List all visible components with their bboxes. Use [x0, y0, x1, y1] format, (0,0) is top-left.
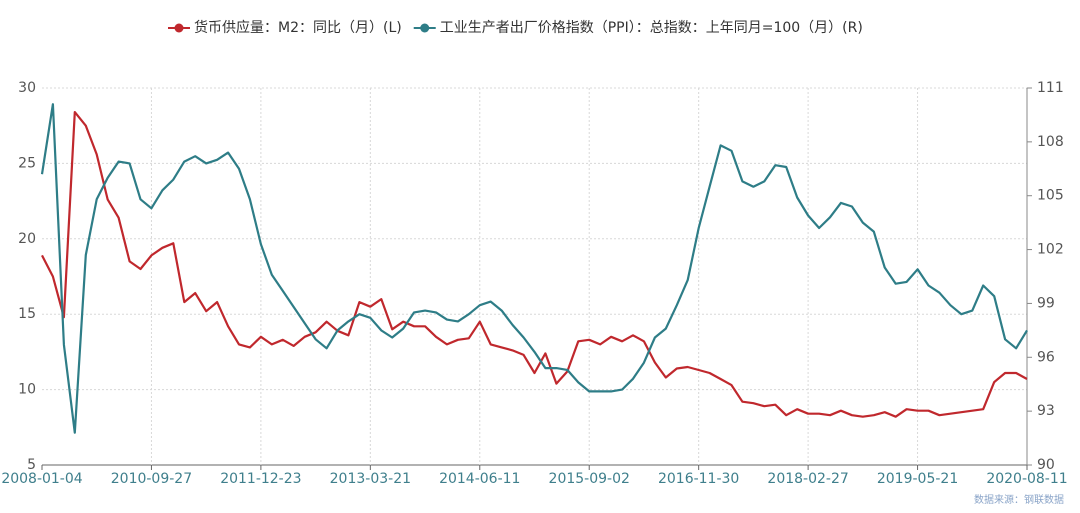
y2-tick-label: 90 [1037, 457, 1055, 473]
x-tick-label: 2019-05-21 [877, 471, 958, 487]
y-tick-label: 10 [18, 382, 36, 398]
legend-marker [420, 23, 430, 33]
series-line [40, 103, 1028, 434]
y-tick-label: 30 [18, 80, 36, 96]
y-tick-label: 25 [18, 155, 36, 171]
y-tick-label: 15 [18, 306, 36, 322]
source-note: 数据来源：钢联数据 [974, 493, 1064, 506]
x-tick-label: 2016-11-30 [658, 471, 739, 487]
legend-label: 货币供应量：M2：同比（月）(L) [194, 19, 402, 36]
x-tick-label: 2008-01-04 [1, 471, 82, 487]
y2-tick-label: 111 [1037, 80, 1064, 96]
x-tick-label: 2013-03-21 [330, 471, 411, 487]
legend-marker [174, 23, 184, 33]
y-tick-label: 20 [18, 231, 36, 247]
y-tick-label: 5 [27, 457, 36, 473]
x-tick-label: 2020-08-11 [986, 471, 1067, 487]
x-tick-label: 2018-02-27 [767, 471, 848, 487]
y2-tick-label: 108 [1037, 134, 1064, 150]
y2-tick-label: 105 [1037, 188, 1064, 204]
y2-tick-label: 96 [1037, 349, 1055, 365]
x-tick-label: 2015-09-02 [549, 471, 630, 487]
x-tick-label: 2014-06-11 [439, 471, 520, 487]
y2-tick-label: 99 [1037, 295, 1055, 311]
legend-label: 工业生产者出厂价格指数（PPI）：总指数：上年同月=100（月）(R) [440, 20, 863, 36]
y2-tick-label: 102 [1037, 242, 1064, 258]
x-tick-label: 2011-12-23 [220, 471, 301, 487]
y2-tick-label: 93 [1037, 403, 1055, 419]
x-tick-label: 2010-09-27 [111, 471, 192, 487]
series-line [41, 111, 1028, 418]
